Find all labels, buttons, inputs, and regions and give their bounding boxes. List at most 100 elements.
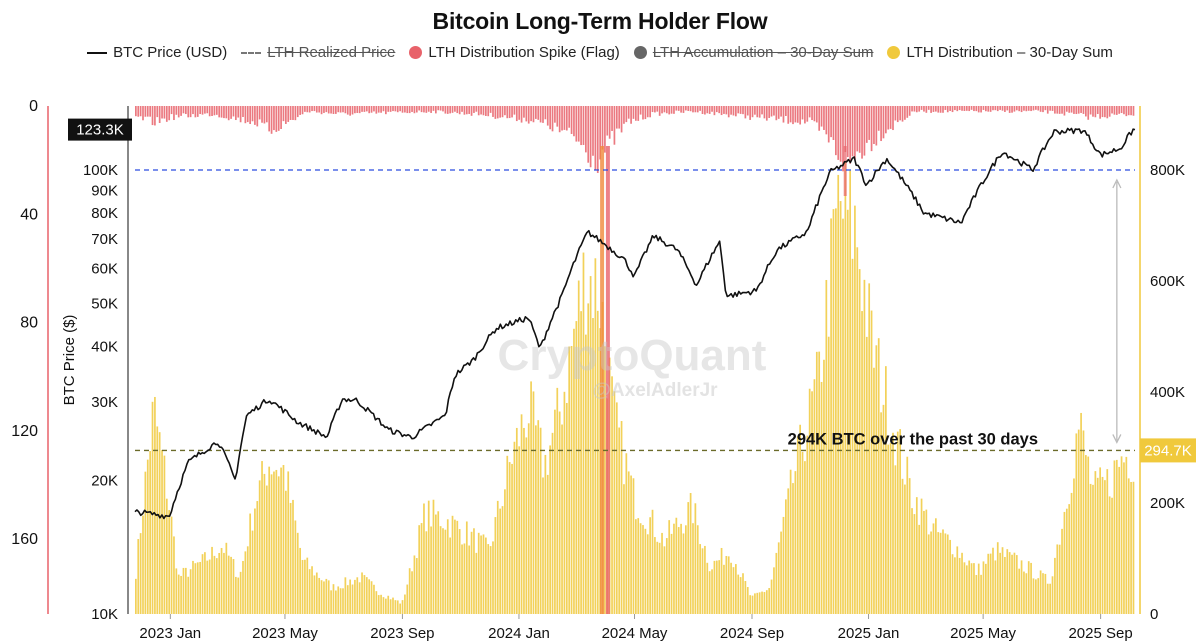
- spike-bar: [699, 106, 701, 111]
- spike-bar: [923, 106, 925, 112]
- distribution-bar: [189, 569, 192, 614]
- spike-bar: [737, 106, 740, 114]
- distribution-bar: [739, 577, 742, 614]
- spike-bar: [980, 106, 982, 113]
- spike-bar: [682, 106, 685, 113]
- spike-bar: [851, 106, 854, 157]
- spike-bar: [480, 106, 482, 115]
- legend-item-dist[interactable]: LTH Distribution – 30-Day Sum: [887, 44, 1113, 61]
- spike-bar: [756, 106, 759, 118]
- spike-bar: [492, 106, 494, 117]
- spike-bar: [163, 106, 166, 119]
- distribution-bar: [523, 427, 525, 614]
- spike-column: [605, 146, 610, 614]
- spike-bar: [723, 106, 725, 114]
- spike-bar: [835, 106, 837, 156]
- spike-bar: [951, 106, 954, 113]
- spike-bar: [313, 106, 316, 112]
- spike-bar: [644, 106, 647, 120]
- distribution-bar: [899, 429, 901, 614]
- spike-bar: [725, 106, 728, 115]
- spike-tick-label: 160: [11, 531, 38, 548]
- spike-bar: [1065, 106, 1068, 112]
- distribution-bar: [496, 500, 499, 614]
- spike-column: [600, 146, 605, 614]
- distribution-bar: [763, 592, 766, 614]
- distribution-bar: [296, 532, 299, 614]
- spike-bar: [608, 106, 611, 139]
- spike-bar: [1023, 106, 1025, 111]
- distribution-bar: [508, 462, 511, 614]
- distribution-bar: [963, 562, 966, 614]
- spike-bar: [1123, 106, 1125, 115]
- distribution-bar: [513, 441, 516, 614]
- distribution-bar: [477, 532, 480, 614]
- distribution-bar: [232, 559, 235, 614]
- spike-bar: [196, 106, 199, 117]
- spike-bar: [635, 106, 637, 121]
- x-tick-label: 2025 Jan: [838, 625, 900, 642]
- spike-bar: [1054, 106, 1056, 114]
- spike-bar: [323, 106, 325, 113]
- chart-title: Bitcoin Long-Term Holder Flow: [432, 8, 768, 34]
- spike-bar: [820, 106, 823, 127]
- spike-bar: [894, 106, 897, 121]
- distribution-bar: [1058, 544, 1061, 614]
- spike-bar: [870, 106, 873, 152]
- red-dot-icon: [409, 46, 423, 59]
- distribution-bar: [1127, 478, 1130, 614]
- spike-bar: [758, 106, 761, 118]
- legend-item-realized[interactable]: LTH Realized Price: [241, 44, 395, 61]
- distribution-bar: [144, 471, 147, 614]
- spike-bar: [927, 106, 930, 110]
- spike-bar: [892, 106, 894, 131]
- distribution-bar: [815, 351, 818, 614]
- spike-bar: [401, 106, 404, 113]
- spike-bar: [592, 106, 594, 156]
- distribution-bar: [832, 209, 835, 615]
- legend-item-price[interactable]: BTC Price (USD): [87, 44, 227, 61]
- distribution-bar: [675, 517, 678, 614]
- legend-item-accum[interactable]: LTH Accumulation – 30-Day Sum: [633, 44, 873, 61]
- distribution-bar: [485, 537, 487, 614]
- distribution-bar: [754, 593, 756, 614]
- spike-bar: [208, 106, 211, 117]
- spike-bar: [815, 106, 818, 123]
- spike-bar: [1080, 106, 1082, 113]
- spike-bar: [627, 106, 630, 119]
- spike-bar: [454, 106, 456, 112]
- spike-bar: [301, 106, 304, 115]
- spike-bar: [842, 106, 844, 172]
- distribution-bar: [277, 476, 280, 614]
- spike-bar: [204, 106, 206, 114]
- distribution-bar: [306, 557, 309, 614]
- distribution-bar: [889, 442, 892, 614]
- distribution-bar: [215, 558, 218, 614]
- legend-item-spike[interactable]: LTH Distribution Spike (Flag): [409, 44, 620, 61]
- spike-bar: [913, 106, 916, 112]
- distribution-bar: [896, 431, 899, 614]
- dist-badge: [1140, 438, 1196, 463]
- spike-bar: [882, 106, 885, 139]
- spike-bar: [251, 106, 254, 122]
- spike-bar: [435, 106, 437, 114]
- spike-bar: [265, 106, 268, 123]
- distribution-bar: [615, 402, 618, 614]
- distribution-bar: [363, 575, 366, 614]
- spike-bar: [994, 106, 997, 111]
- spike-bar: [235, 106, 237, 121]
- spike-bar: [380, 106, 382, 113]
- distribution-bar: [977, 563, 980, 614]
- spike-bar: [449, 106, 451, 114]
- distribution-bar: [1113, 460, 1116, 614]
- spike-bar: [299, 106, 301, 115]
- distribution-bar: [213, 555, 216, 614]
- distribution-bar: [194, 563, 197, 614]
- spike-bar: [194, 106, 197, 118]
- spike-bar: [1001, 106, 1004, 111]
- distribution-bar: [673, 523, 675, 614]
- distribution-bar: [1001, 547, 1004, 614]
- distribution-bar: [237, 577, 240, 614]
- spike-bar: [582, 106, 585, 145]
- spike-bar: [423, 106, 425, 113]
